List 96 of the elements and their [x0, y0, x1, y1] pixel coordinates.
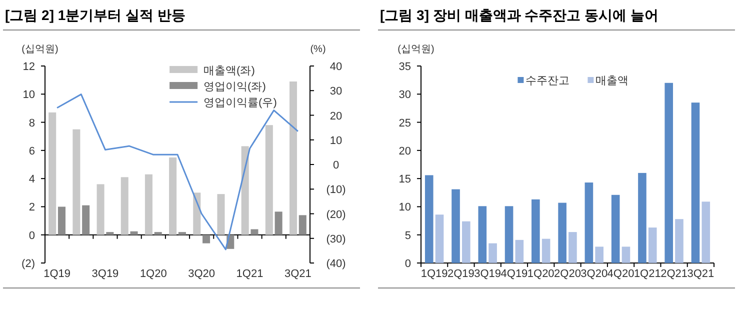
y-tick-label: 4	[28, 174, 35, 186]
legend-label: 영업이익률(우)	[204, 97, 277, 109]
y-axis-title: (십억원)	[398, 44, 434, 55]
bar	[144, 174, 152, 235]
bar	[298, 215, 306, 235]
bar	[274, 212, 282, 235]
bar	[250, 229, 258, 235]
y2-tick-label: 10	[330, 134, 342, 147]
legend-label: 매출액(좌)	[204, 65, 255, 77]
bar	[702, 202, 710, 263]
bar	[648, 228, 657, 263]
bar	[169, 157, 177, 235]
y2-tick-label: 30	[330, 86, 342, 98]
y2-tick-label: 40	[330, 61, 342, 73]
bar	[504, 206, 514, 263]
bar	[595, 246, 604, 263]
y-tick-label: 35	[398, 61, 411, 73]
bar	[611, 194, 620, 263]
x-tick-label: 2Q20	[554, 268, 581, 280]
bar	[154, 232, 162, 235]
x-tick-label: 3Q20	[188, 268, 216, 280]
bar	[217, 194, 225, 235]
y-tick-label: 30	[398, 89, 411, 102]
y2-tick-label: (40)	[326, 258, 346, 270]
bar	[478, 206, 487, 263]
bar	[120, 177, 128, 235]
y-tick-label: 0	[28, 230, 35, 242]
legend-label: 수주잔고	[526, 75, 570, 87]
bar	[691, 102, 700, 263]
bar	[58, 206, 66, 235]
bar	[664, 82, 674, 263]
bar	[202, 234, 210, 244]
x-tick-label: 2Q19	[447, 268, 474, 280]
y-tick-label: 8	[28, 117, 35, 130]
chart-title: [그림 3] 장비 매출액과 수주잔고 동시에 늘어	[380, 7, 658, 23]
bar	[542, 238, 550, 263]
y2-tick-label: 20	[330, 110, 342, 122]
bar	[241, 146, 249, 235]
y2-tick-label: (20)	[326, 208, 346, 221]
x-tick-label: 4Q20	[607, 268, 634, 280]
bar	[435, 214, 444, 263]
y-tick-label: 10	[398, 202, 411, 214]
bar	[515, 240, 524, 263]
bar	[96, 184, 104, 235]
x-tick-label: 4Q19	[500, 268, 528, 280]
x-tick-label: 1Q19	[44, 268, 71, 280]
x-tick-label: 1Q21	[236, 268, 264, 280]
y-tick-label: 10	[22, 89, 35, 102]
x-tick-label: 3Q19	[474, 268, 502, 280]
legend-label: 영업이익(좌)	[204, 81, 266, 93]
y2-tick-label: (30)	[326, 233, 346, 246]
x-tick-label: 2Q21	[660, 268, 688, 280]
bar	[193, 192, 201, 235]
y-tick-label: 12	[22, 61, 35, 73]
bar	[452, 189, 460, 263]
bar	[532, 199, 540, 263]
bar	[462, 221, 470, 263]
bar	[82, 205, 90, 235]
legend-label: 매출액	[596, 75, 629, 87]
bar	[178, 232, 186, 235]
x-tick-label: 3Q19	[92, 268, 119, 280]
line-series	[56, 94, 299, 250]
bar	[130, 231, 138, 235]
y-tick-label: 5	[404, 230, 411, 242]
bar	[584, 182, 594, 263]
y-tick-label: 25	[398, 117, 411, 130]
x-tick-label: 1Q20	[140, 268, 167, 280]
x-tick-label: 1Q19	[420, 268, 448, 280]
y2-axis-title: (%)	[310, 44, 326, 55]
bar	[72, 129, 80, 235]
bar	[675, 219, 684, 263]
x-tick-label: 3Q21	[687, 268, 714, 280]
y-tick-label: 15	[398, 174, 411, 186]
bar	[424, 175, 434, 263]
bar	[290, 81, 298, 235]
bar	[106, 232, 114, 235]
bar	[265, 125, 273, 235]
x-tick-label: 1Q21	[634, 268, 661, 280]
x-tick-label: 1Q20	[527, 268, 554, 280]
bar	[622, 246, 630, 263]
bar	[558, 202, 566, 263]
y2-tick-label: (10)	[326, 184, 346, 196]
y-tick-label: 0	[404, 258, 411, 270]
y-axis-title: (십억원)	[22, 44, 58, 55]
bar	[48, 112, 56, 235]
x-tick-label: 3Q21	[284, 268, 312, 280]
bar	[568, 232, 577, 263]
y-tick-label: 20	[398, 145, 411, 158]
y-tick-label: (2)	[22, 258, 35, 270]
y-tick-label: 6	[28, 145, 35, 158]
y2-tick-label: 0	[332, 160, 340, 172]
bar	[488, 243, 497, 263]
chart-title: [그림 2] 1분기부터 실적 반등	[5, 7, 186, 23]
bar	[638, 172, 646, 263]
x-tick-label: 3Q20	[580, 268, 608, 280]
y-tick-label: 2	[28, 202, 35, 214]
